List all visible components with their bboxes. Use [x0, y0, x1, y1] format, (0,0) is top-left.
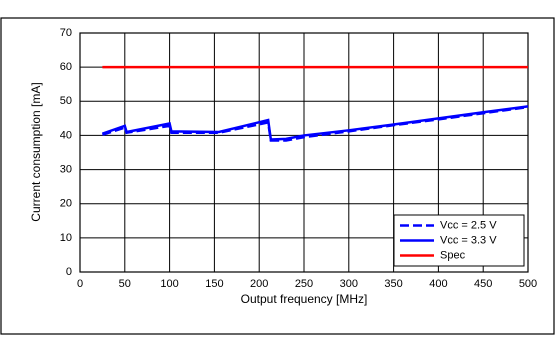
y-tick-label: 70: [60, 27, 72, 39]
x-tick-label: 200: [250, 278, 268, 290]
x-tick-label: 50: [119, 278, 131, 290]
x-tick-label: 300: [340, 278, 358, 290]
y-tick-label: 40: [60, 129, 72, 141]
x-tick-label: 400: [429, 278, 447, 290]
x-tick-label: 100: [160, 278, 178, 290]
legend-label: Spec: [440, 249, 466, 261]
y-tick-label: 50: [60, 95, 72, 107]
x-tick-label: 450: [474, 278, 492, 290]
x-tick-label: 250: [295, 278, 313, 290]
y-tick-label: 60: [60, 61, 72, 73]
data-line: [101, 105, 529, 141]
y-tick-label: 20: [60, 198, 72, 210]
y-axis-label: Current consumption [mA]: [29, 82, 43, 221]
legend-label: Vcc = 3.3 V: [440, 234, 497, 246]
x-tick-label: 350: [384, 278, 402, 290]
x-axis-label: Output frequency [MHz]: [241, 292, 368, 306]
y-tick-label: 30: [60, 163, 72, 175]
x-tick-label: 150: [205, 278, 223, 290]
y-tick-label: 0: [66, 266, 72, 278]
x-tick-label: 500: [519, 278, 537, 290]
legend-label: Vcc = 2.5 V: [440, 219, 497, 231]
y-tick-label: 10: [60, 232, 72, 244]
plot-border: [79, 32, 529, 273]
chart-frame: [0, 17, 555, 335]
x-tick-label: 0: [77, 278, 83, 290]
